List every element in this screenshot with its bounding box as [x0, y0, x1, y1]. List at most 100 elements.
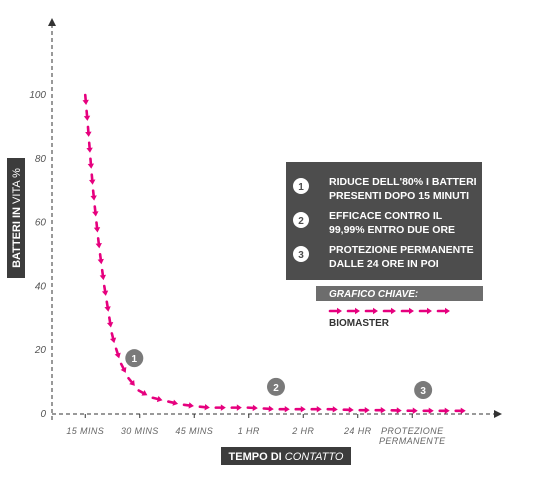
arrow-head: [107, 322, 113, 327]
arrow-head: [429, 408, 434, 414]
arrow-shaft: [96, 222, 97, 227]
arrow-head: [104, 306, 110, 311]
arrow-head: [445, 308, 450, 314]
chart-marker-label: 3: [420, 386, 426, 397]
x-tick-label: 24 HR: [343, 426, 372, 436]
arrow-head: [82, 100, 88, 105]
arrow-head: [427, 308, 432, 314]
series-point: [392, 407, 402, 413]
series-point: [312, 406, 322, 412]
note-number: 2: [298, 216, 304, 227]
y-tick-label: 100: [29, 90, 46, 101]
y-tick-label: 80: [35, 154, 47, 165]
series-point: [168, 400, 178, 406]
legend-arrow: [366, 308, 378, 314]
x-tick-label-line2: PERMANENTE: [379, 436, 446, 446]
notes-panel: 1 RIDUCE DELL'80% I BATTERI PRESENTI DOP…: [286, 162, 482, 280]
arrow-head: [96, 243, 102, 248]
x-tick-labels: 15 MINS 30 MINS 45 MINS 1 HR 2 HR 24 HR …: [66, 426, 446, 446]
arrow-shaft: [153, 398, 158, 399]
note-text-line2: PRESENTI DOPO 15 MINUTI: [329, 190, 469, 202]
series-point: [107, 318, 113, 328]
series-point: [200, 404, 210, 410]
series-point: [92, 207, 98, 217]
x-tick-label: 1 HR: [238, 426, 260, 436]
arrow-head: [84, 116, 90, 121]
legend-arrow: [438, 308, 450, 314]
series-point: [139, 390, 148, 396]
x-tick-label: 45 MINS: [175, 426, 213, 436]
arrow-shaft: [116, 349, 118, 354]
arrow-head: [89, 179, 95, 184]
chart-marker: 1: [125, 349, 143, 367]
series-point: [376, 407, 386, 413]
series-point: [100, 270, 106, 280]
arrow-head: [205, 404, 210, 410]
arrow-head: [102, 290, 108, 295]
series-point: [84, 111, 90, 121]
series-point: [456, 408, 466, 414]
series-point: [86, 143, 92, 153]
series-point: [328, 406, 338, 412]
arrow-head: [317, 406, 322, 412]
arrow-head: [413, 408, 418, 414]
arrow-head: [98, 259, 104, 264]
arrow-head: [237, 404, 242, 410]
arrow-head: [445, 408, 450, 414]
legend-header: GRAFICO CHIAVE:: [329, 289, 418, 300]
legend-series-label: BIOMASTER: [329, 318, 390, 329]
arrow-head: [365, 407, 370, 413]
series-point: [85, 127, 91, 137]
arrow-head: [189, 402, 194, 408]
arrow-head: [253, 405, 258, 411]
arrow-head: [285, 406, 290, 412]
series-point: [115, 349, 121, 359]
arrow-shaft: [121, 364, 123, 368]
x-tick-label: 30 MINS: [121, 426, 159, 436]
arrow-head: [349, 407, 354, 413]
series-point: [110, 333, 116, 343]
series-point: [89, 175, 95, 185]
series-point: [102, 286, 108, 296]
y-tick-label: 60: [35, 218, 47, 229]
series-point: [424, 408, 434, 414]
y-axis-label-text: BATTERI IN VITA %: [11, 168, 23, 268]
arrow-head: [85, 132, 91, 137]
note-text-line2: DALLE 24 ORE IN POI: [329, 258, 439, 270]
chart-marker: 3: [414, 381, 432, 399]
series-point: [82, 95, 88, 105]
arrow-head: [157, 396, 163, 402]
arrow-shaft: [102, 270, 103, 275]
series-point: [360, 407, 370, 413]
legend-arrow: [420, 308, 432, 314]
x-tick-marks: [85, 414, 412, 418]
legend-series-swatch: [330, 308, 450, 314]
series-point: [216, 404, 226, 410]
arrow-shaft: [98, 238, 99, 243]
series-point: [296, 406, 306, 412]
arrow-shaft: [95, 207, 96, 212]
arrow-head: [221, 404, 226, 410]
note-text-line1: RIDUCE DELL'80% I BATTERI: [329, 176, 477, 188]
arrow-shaft: [112, 333, 113, 338]
arrow-shaft: [128, 378, 131, 382]
arrow-shaft: [168, 402, 173, 403]
series-point: [90, 191, 96, 201]
y-tick-label: 40: [35, 281, 47, 292]
series-point: [96, 238, 102, 248]
x-tick-label: 2 HR: [291, 426, 314, 436]
arrow-shaft: [100, 254, 101, 259]
series-point: [264, 406, 274, 412]
series-point: [128, 378, 134, 386]
series-point: [408, 408, 418, 414]
arrow-head: [94, 227, 100, 232]
series-point: [344, 407, 354, 413]
y-tick-label: 0: [40, 409, 46, 420]
arrow-head: [88, 164, 94, 169]
arrow-head: [86, 148, 92, 153]
series-point: [88, 159, 94, 169]
arrow-head: [337, 308, 342, 314]
chart-marker: 2: [267, 378, 285, 396]
note-text-line1: EFFICACE CONTRO IL: [329, 210, 443, 222]
